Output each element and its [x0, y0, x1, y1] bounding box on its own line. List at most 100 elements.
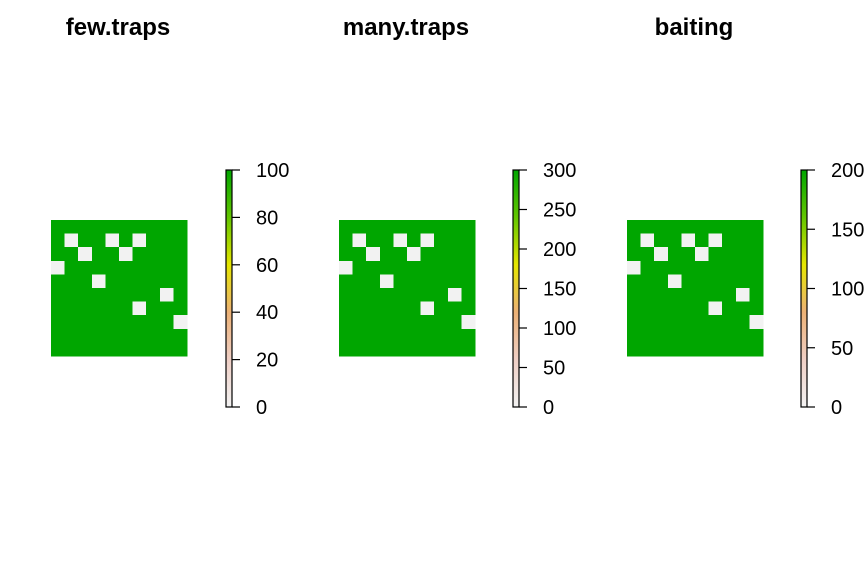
raster-cell: [447, 301, 462, 316]
raster-cell: [407, 315, 421, 330]
raster-cell: [434, 260, 449, 275]
raster-cell: [119, 233, 133, 248]
raster-cell: [339, 342, 353, 357]
raster-cell: [420, 260, 435, 275]
raster-cell: [105, 247, 120, 262]
raster-cell: [159, 260, 174, 275]
raster-cell: [132, 288, 147, 302]
raster-cell: [708, 274, 723, 289]
raster-cell: [173, 233, 188, 248]
raster-cell: [681, 342, 696, 357]
raster-cell: [667, 260, 682, 275]
raster-cell: [91, 220, 106, 234]
raster-cell: [627, 342, 641, 357]
raster-cell: [352, 260, 367, 275]
raster-cell: [667, 247, 682, 262]
raster-cell: [366, 301, 381, 316]
raster-cell: [146, 247, 161, 262]
raster-cell: [51, 328, 65, 343]
raster-cell: [640, 274, 655, 289]
raster-cell: [352, 342, 367, 357]
raster-cell: [722, 288, 737, 302]
raster-cell: [119, 288, 133, 302]
raster-cell: [627, 288, 641, 302]
panel-title: many.traps: [343, 14, 469, 41]
raster-cell: [681, 274, 696, 289]
raster-cell: [105, 220, 120, 234]
raster-cell: [173, 260, 188, 275]
raster-cell: [749, 288, 764, 302]
raster-cell: [667, 328, 682, 343]
raster-cell: [393, 301, 408, 316]
raster-cell: [352, 288, 367, 302]
raster-cell: [434, 220, 449, 234]
raster-cell: [366, 233, 381, 248]
raster-cell: [91, 288, 106, 302]
raster-cell: [105, 328, 120, 343]
raster-cell: [366, 315, 381, 330]
raster-cell: [640, 342, 655, 357]
raster-cell: [654, 274, 669, 289]
raster-cell: [407, 220, 421, 234]
colorbar-tick-label: 200: [543, 239, 576, 261]
raster-cell: [91, 301, 106, 316]
raster-cell: [105, 301, 120, 316]
colorbar-tick-label: 60: [256, 255, 278, 277]
raster-cell: [146, 288, 161, 302]
raster-cell: [379, 342, 394, 357]
raster-cell: [51, 220, 65, 234]
raster-cell: [735, 233, 750, 248]
raster-cell: [159, 301, 174, 316]
raster-cell: [434, 315, 449, 330]
raster-cell: [352, 328, 367, 343]
raster-cell: [749, 315, 764, 330]
raster-cell: [159, 233, 174, 248]
raster-cell: [407, 233, 421, 248]
raster-cell: [695, 288, 709, 302]
raster-cell: [447, 274, 462, 289]
raster-cell: [379, 301, 394, 316]
raster-cell: [461, 315, 476, 330]
raster-cell: [627, 220, 641, 234]
raster-cell: [420, 233, 435, 248]
raster-cell: [105, 233, 120, 248]
raster-cell: [708, 233, 723, 248]
raster-cell: [461, 342, 476, 357]
raster-cell: [667, 301, 682, 316]
raster-cell: [722, 342, 737, 357]
raster-cell: [447, 233, 462, 248]
raster-cell: [708, 301, 723, 316]
colorbar-tick-label: 50: [543, 358, 565, 380]
raster-cell: [735, 220, 750, 234]
raster-cell: [64, 260, 79, 275]
raster-cell: [64, 247, 79, 262]
raster-cell: [159, 247, 174, 262]
raster-cell: [722, 274, 737, 289]
raster-cell: [366, 220, 381, 234]
raster-cell: [695, 342, 709, 357]
raster-cell: [627, 274, 641, 289]
raster-cell: [407, 247, 421, 262]
raster-cell: [447, 247, 462, 262]
colorbar-tick-label: 40: [256, 302, 278, 324]
raster-cell: [159, 328, 174, 343]
raster-cell: [105, 260, 120, 275]
raster-cell: [722, 315, 737, 330]
raster-cell: [78, 260, 93, 275]
raster-cell: [667, 342, 682, 357]
raster-cell: [654, 247, 669, 262]
raster-cell: [159, 315, 174, 330]
raster-cell: [461, 247, 476, 262]
raster-cell: [119, 301, 133, 316]
raster-cell: [173, 301, 188, 316]
raster-cell: [51, 315, 65, 330]
raster-cell: [447, 328, 462, 343]
raster-cell: [366, 247, 381, 262]
raster-cell: [640, 315, 655, 330]
raster-cell: [654, 260, 669, 275]
raster-cell: [91, 274, 106, 289]
raster-cell: [749, 274, 764, 289]
raster-cell: [159, 220, 174, 234]
raster-cell: [173, 274, 188, 289]
raster-cell: [722, 328, 737, 343]
